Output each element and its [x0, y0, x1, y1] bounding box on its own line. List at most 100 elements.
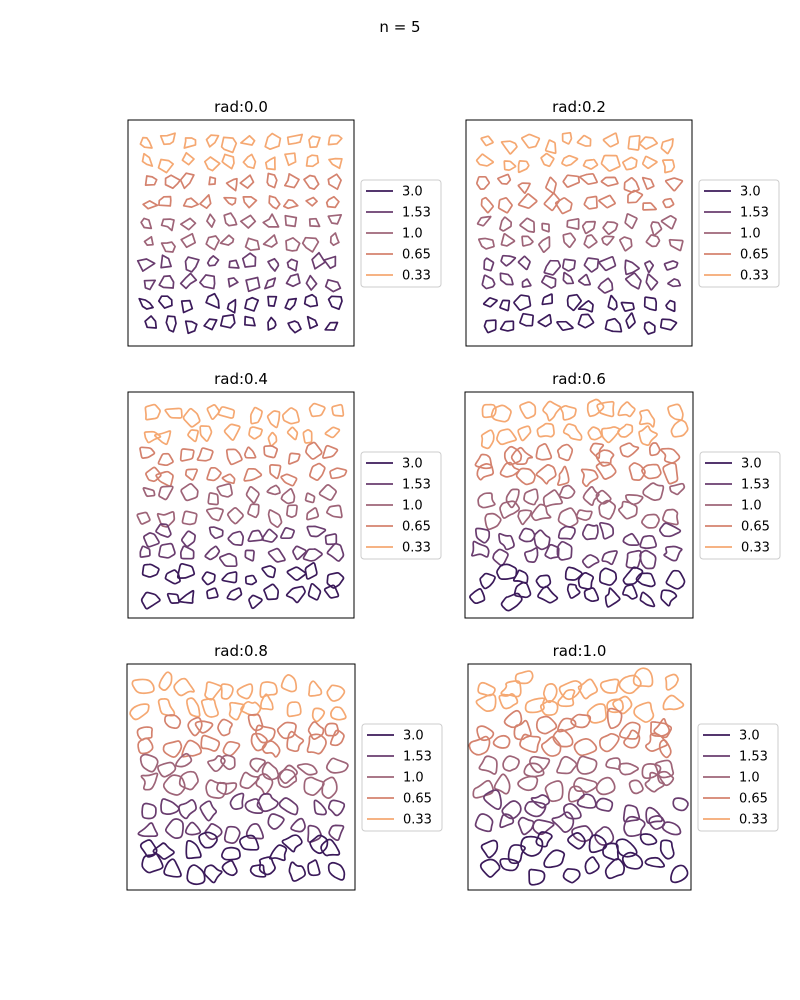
shape-outline — [517, 255, 531, 271]
shape-outline — [598, 567, 618, 586]
shape-outline — [519, 733, 541, 753]
shape-outline — [595, 776, 616, 796]
shape-outline — [583, 257, 600, 273]
shape-outline — [582, 486, 600, 506]
shape-outline — [256, 793, 279, 813]
shape-outline — [545, 176, 557, 195]
shape-outline — [621, 851, 644, 870]
legend-label: 3.0 — [403, 729, 424, 744]
shape-outline — [562, 271, 575, 285]
shape-outline — [184, 468, 198, 481]
shape-outline — [617, 401, 636, 418]
shape-outline — [157, 295, 173, 309]
shape-outline — [475, 175, 491, 190]
shape-outline — [327, 295, 343, 311]
shape-outline — [641, 463, 662, 480]
shape-outline — [163, 858, 182, 878]
shape-outline — [239, 771, 260, 790]
shape-outline — [204, 681, 223, 701]
shape-outline — [311, 251, 326, 270]
legend-label: 1.53 — [402, 478, 431, 493]
shape-outline — [544, 139, 557, 155]
shape-outline — [276, 721, 297, 740]
shape-outline — [306, 525, 327, 538]
shape-outline — [618, 674, 642, 695]
shape-outline — [557, 717, 577, 733]
shape-outline — [661, 159, 676, 174]
shape-outline — [162, 774, 186, 796]
shape-outline — [472, 779, 495, 799]
shape-outline — [561, 131, 573, 145]
shape-outline — [510, 446, 534, 466]
shape-outline — [245, 485, 260, 504]
shape-outline — [499, 500, 521, 519]
shape-outline — [669, 482, 686, 496]
shape-outline — [665, 299, 676, 313]
shape-outline — [660, 138, 674, 155]
shape-outline — [474, 453, 493, 470]
shape-outline — [513, 719, 532, 741]
shape-outline — [142, 487, 156, 498]
shape-outline — [287, 320, 302, 334]
shape-outline — [144, 403, 161, 421]
shape-outline — [327, 861, 346, 881]
shape-outline — [595, 797, 614, 812]
shape-outline — [562, 423, 583, 441]
legend-label: 0.65 — [739, 792, 768, 807]
shape-outline — [638, 425, 658, 446]
shape-outline — [306, 507, 320, 521]
shape-outline — [178, 770, 199, 791]
shape-outline — [244, 798, 264, 814]
shape-outline — [179, 545, 195, 560]
shape-outline — [541, 293, 554, 306]
shape-outline — [225, 448, 243, 466]
shape-outline — [179, 172, 195, 190]
shape-outline — [500, 680, 522, 698]
shape-outline — [203, 864, 223, 884]
shape-outline — [606, 698, 624, 714]
shape-outline — [557, 465, 570, 486]
shape-outline — [523, 488, 539, 506]
shape-outline — [539, 699, 559, 716]
shape-outline — [662, 462, 679, 485]
legend-label: 0.33 — [740, 269, 769, 284]
shape-outline — [217, 718, 233, 737]
legend-label: 1.53 — [741, 478, 770, 493]
shape-outline — [185, 839, 202, 860]
shape-outline — [160, 798, 180, 815]
shape-outline — [327, 173, 342, 191]
shape-outline — [641, 176, 655, 190]
shape-outline — [239, 214, 257, 229]
shape-outline — [258, 856, 276, 876]
shape-outline — [581, 220, 596, 235]
shape-outline — [562, 232, 577, 249]
shape-outline — [249, 406, 263, 425]
shapes — [136, 132, 343, 335]
shape-outline — [581, 554, 600, 569]
shape-outline — [543, 849, 566, 869]
shape-outline — [200, 734, 221, 752]
shape-outline — [474, 813, 494, 833]
shape-outline — [577, 572, 595, 590]
shape-outline — [538, 236, 551, 254]
shape-outline — [144, 315, 158, 329]
shape-outline — [286, 566, 307, 581]
shape-outline — [329, 729, 345, 747]
shape-outline — [481, 274, 496, 290]
shape-outline — [544, 780, 564, 803]
axes-frame — [465, 119, 693, 347]
shape-outline — [330, 706, 347, 721]
shape-outline — [501, 800, 522, 820]
shape-outline — [661, 821, 682, 836]
shape-outline — [164, 569, 181, 585]
legend-box — [698, 179, 780, 288]
shape-outline — [181, 151, 195, 166]
shape-outline — [515, 467, 536, 486]
shape-outline — [598, 732, 620, 753]
shape-outline — [596, 400, 615, 418]
shapes — [129, 671, 349, 886]
shape-outline — [156, 511, 176, 528]
shape-outline — [650, 221, 663, 237]
shape-outline — [557, 525, 576, 540]
shape-outline — [179, 448, 195, 462]
